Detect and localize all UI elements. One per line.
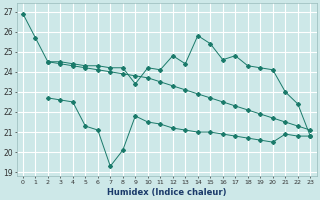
X-axis label: Humidex (Indice chaleur): Humidex (Indice chaleur)	[107, 188, 226, 197]
